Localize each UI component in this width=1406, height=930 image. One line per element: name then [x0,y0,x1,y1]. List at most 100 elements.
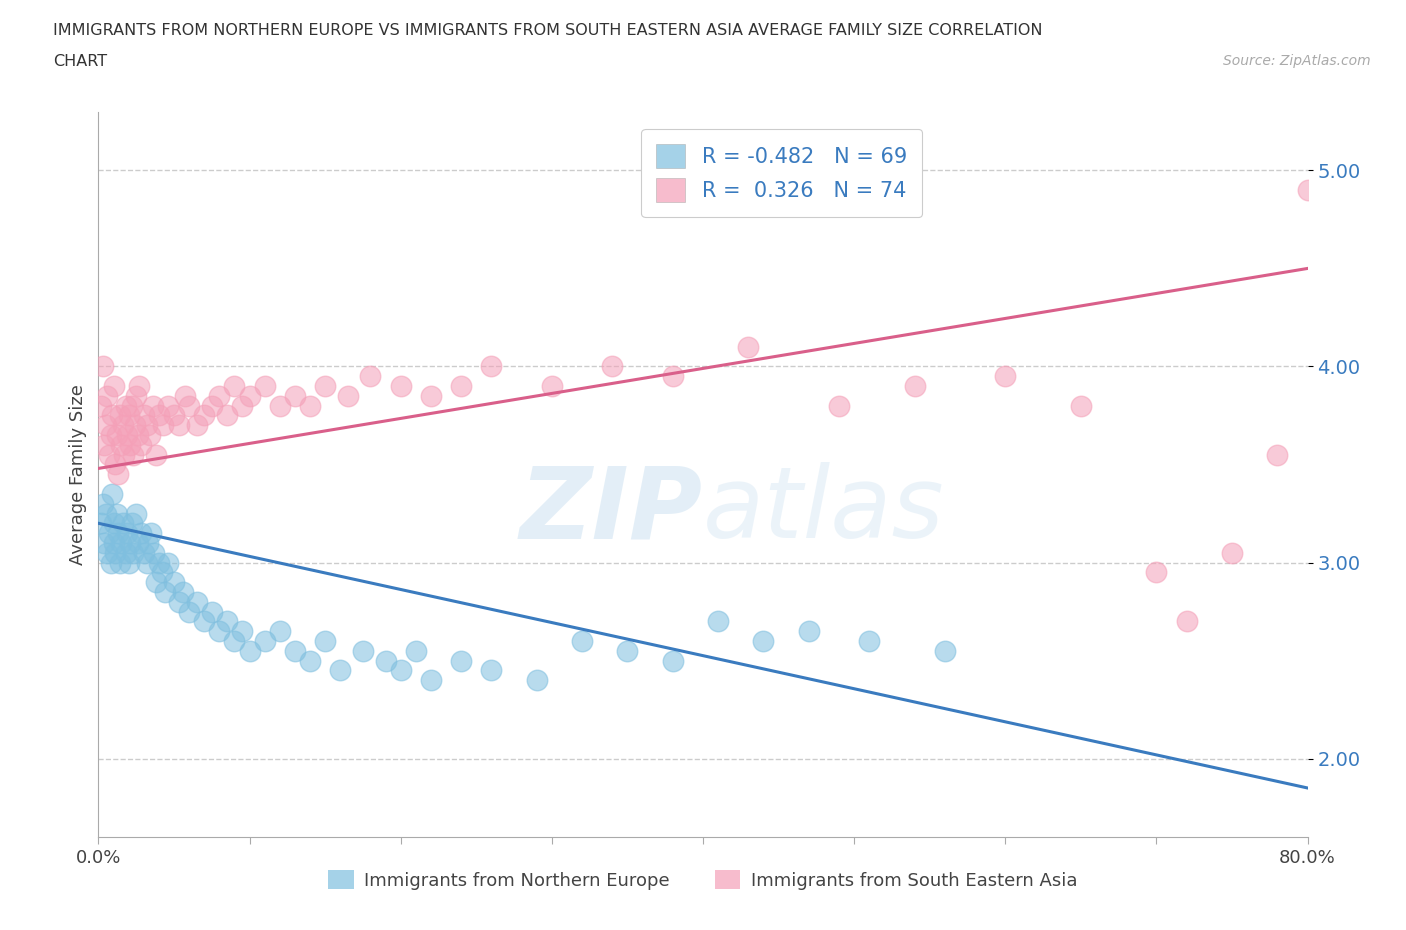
Point [132,545,155,560]
Point [201,604,224,619]
Point [129,525,152,540]
Point [1357,398,1379,413]
Point [141,525,163,540]
Point [127,428,149,443]
Point [828,398,851,413]
Point [90,516,112,531]
Point [96,389,118,404]
Point [661,653,683,668]
Point [98,525,121,540]
Point [121,516,143,531]
Point [420,389,443,404]
Point [108,555,131,570]
Point [231,624,253,639]
Point [129,437,152,452]
Point [352,644,374,658]
Point [118,408,141,423]
Point [111,516,134,531]
Point [526,672,548,687]
Point [135,555,157,570]
Point [314,633,336,648]
Point [100,428,122,443]
Point [90,398,112,413]
Legend: Immigrants from Northern Europe, Immigrants from South Eastern Asia: Immigrants from Northern Europe, Immigra… [321,863,1085,897]
Point [208,624,231,639]
Point [231,398,253,413]
Point [103,516,125,531]
Point [122,545,145,560]
Point [118,555,141,570]
Point [163,575,186,590]
Point [115,525,138,540]
Point [1175,614,1198,629]
Point [186,418,208,432]
Point [299,653,322,668]
Y-axis label: Average Family Size: Average Family Size [69,384,87,565]
Point [284,644,307,658]
Point [269,624,291,639]
Point [122,447,145,462]
Point [904,379,927,393]
Point [114,398,136,413]
Point [101,486,124,501]
Point [239,389,262,404]
Point [108,408,131,423]
Point [114,545,136,560]
Point [253,633,276,648]
Point [96,545,118,560]
Point [125,506,148,521]
Point [253,379,276,393]
Point [1296,182,1319,197]
Point [1267,447,1289,462]
Point [193,614,215,629]
Point [142,398,165,413]
Point [389,379,412,393]
Point [299,398,322,413]
Point [107,525,129,540]
Point [201,398,224,413]
Point [104,545,127,560]
Point [103,536,125,551]
Point [314,379,336,393]
Point [167,418,190,432]
Point [91,359,114,374]
Point [374,653,396,668]
Point [124,418,146,432]
Point [145,447,167,462]
Text: CHART: CHART [53,54,107,69]
Point [110,536,132,551]
Point [103,379,125,393]
Point [172,584,194,599]
Point [101,408,124,423]
Point [737,339,759,354]
Text: ZIP: ZIP [520,462,703,559]
Point [104,457,127,472]
Point [105,428,128,443]
Point [797,624,820,639]
Point [94,418,117,432]
Point [120,536,142,551]
Point [858,633,880,648]
Point [215,614,238,629]
Point [179,398,201,413]
Point [153,584,176,599]
Point [150,565,173,579]
Point [540,379,562,393]
Point [163,408,186,423]
Point [481,359,503,374]
Point [136,536,159,551]
Point [127,536,149,551]
Text: atlas: atlas [703,462,945,559]
Point [329,663,352,678]
Point [186,594,208,609]
Point [93,437,115,452]
Point [994,369,1017,384]
Point [179,604,201,619]
Point [1144,565,1167,579]
Point [139,428,162,443]
Point [1386,369,1406,384]
Point [115,428,138,443]
Text: Source: ZipAtlas.com: Source: ZipAtlas.com [1223,54,1371,68]
Point [224,379,246,393]
Point [143,545,166,560]
